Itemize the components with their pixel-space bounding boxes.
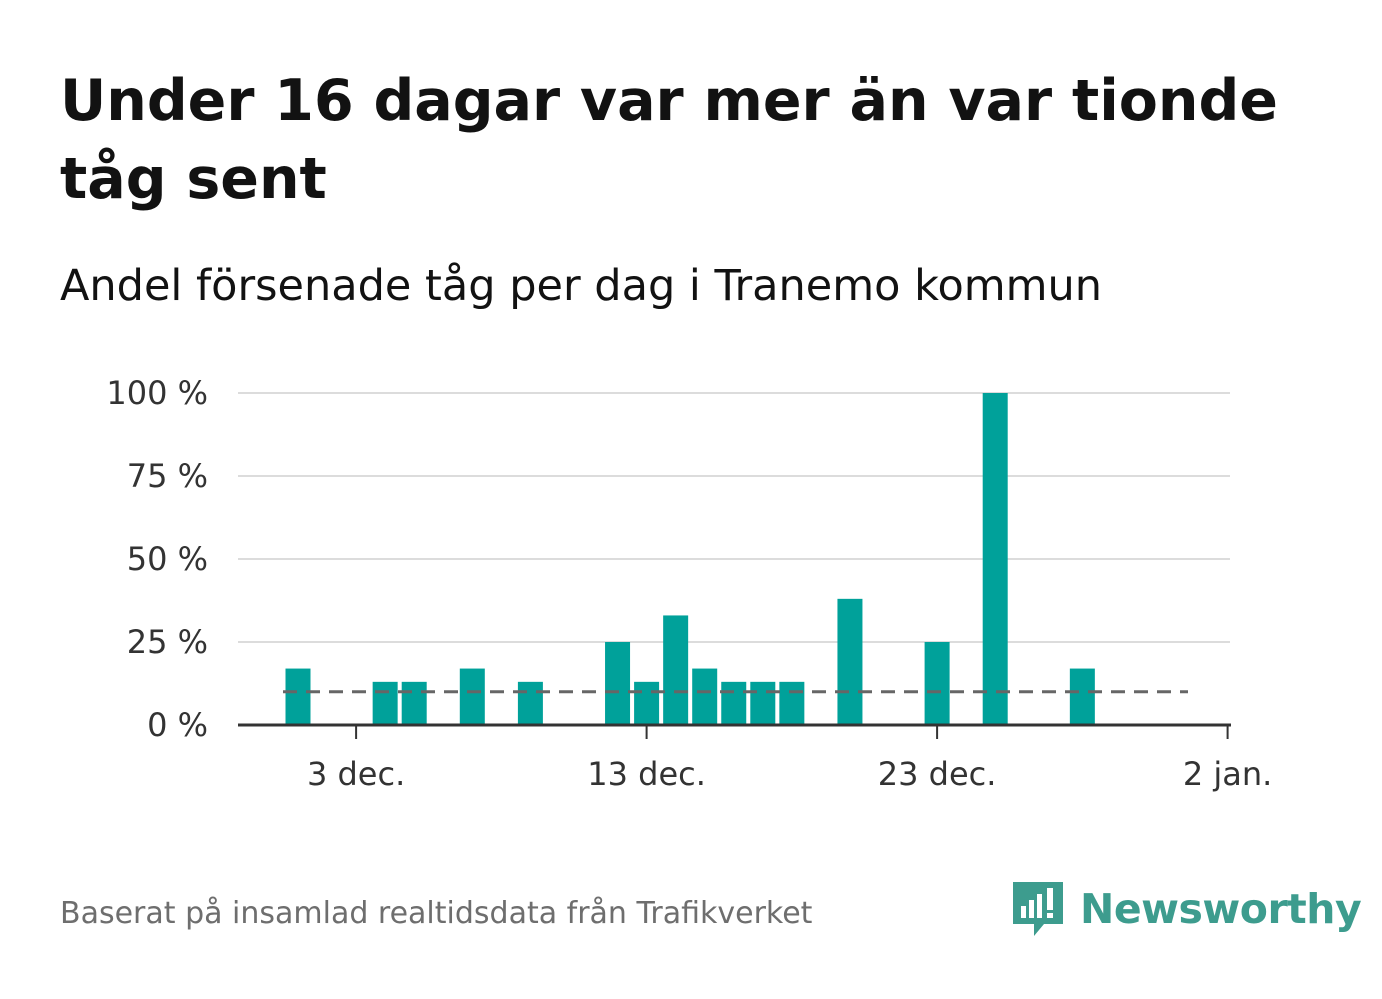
bar xyxy=(459,668,485,725)
source-note: Baserat på insamlad realtidsdata från Tr… xyxy=(60,896,813,931)
bar xyxy=(750,681,776,725)
bar xyxy=(982,393,1008,725)
bar xyxy=(837,598,863,725)
bar xyxy=(605,642,631,725)
bar xyxy=(779,681,805,725)
bars xyxy=(285,393,1095,725)
y-tick-label: 25 % xyxy=(127,623,208,661)
bar xyxy=(663,615,689,725)
y-tick-label: 0 % xyxy=(147,706,208,744)
x-tick-label: 3 dec. xyxy=(307,755,405,793)
x-tick-label: 23 dec. xyxy=(878,755,997,793)
chart-subtitle: Andel försenade tåg per dag i Tranemo ko… xyxy=(60,261,1103,311)
bar xyxy=(1069,668,1095,725)
bar xyxy=(634,681,660,725)
y-tick-label: 100 % xyxy=(106,374,208,412)
bar xyxy=(692,668,718,725)
gridlines xyxy=(238,392,1230,643)
newsworthy-logo: Newsworthy xyxy=(1010,878,1362,940)
bar xyxy=(924,642,950,725)
chart-title: Under 16 dagar var mer än var tionde tåg… xyxy=(60,68,1278,212)
newsworthy-logo-icon xyxy=(1013,882,1063,936)
x-tick-label: 13 dec. xyxy=(587,755,706,793)
bar xyxy=(401,681,427,725)
bar-chart: 0 % 25 % 50 % 75 % 100 % 3 dec. 13 dec. 23 dec.… xyxy=(106,374,1272,793)
y-tick-label: 50 % xyxy=(127,540,208,578)
y-tick-label: 75 % xyxy=(127,457,208,495)
x-tick-label: 2 jan. xyxy=(1183,755,1272,793)
bar xyxy=(721,681,747,725)
x-axis xyxy=(238,723,1231,739)
newsworthy-logo-text: Newsworthy xyxy=(1080,885,1362,933)
bar xyxy=(285,668,311,725)
tick-labels: 0 % 25 % 50 % 75 % 100 % 3 dec. 13 dec. 23 dec.… xyxy=(106,374,1272,793)
bar xyxy=(372,681,398,725)
bar xyxy=(517,681,543,725)
